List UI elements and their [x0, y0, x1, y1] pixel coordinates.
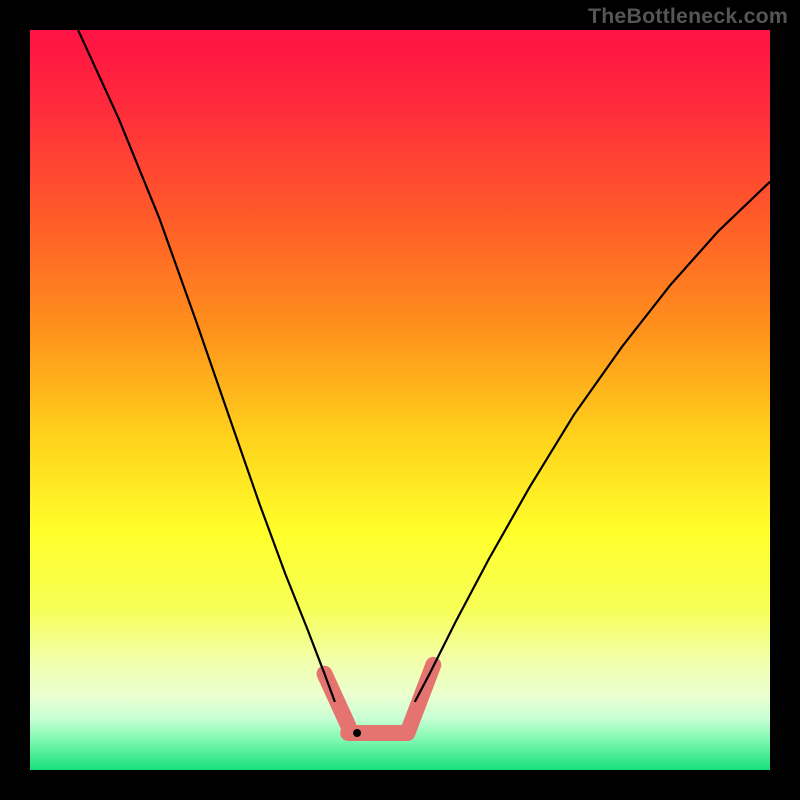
gradient-background [30, 30, 770, 770]
watermark-text: TheBottleneck.com [588, 4, 788, 29]
chart-canvas: TheBottleneck.com [0, 0, 800, 800]
